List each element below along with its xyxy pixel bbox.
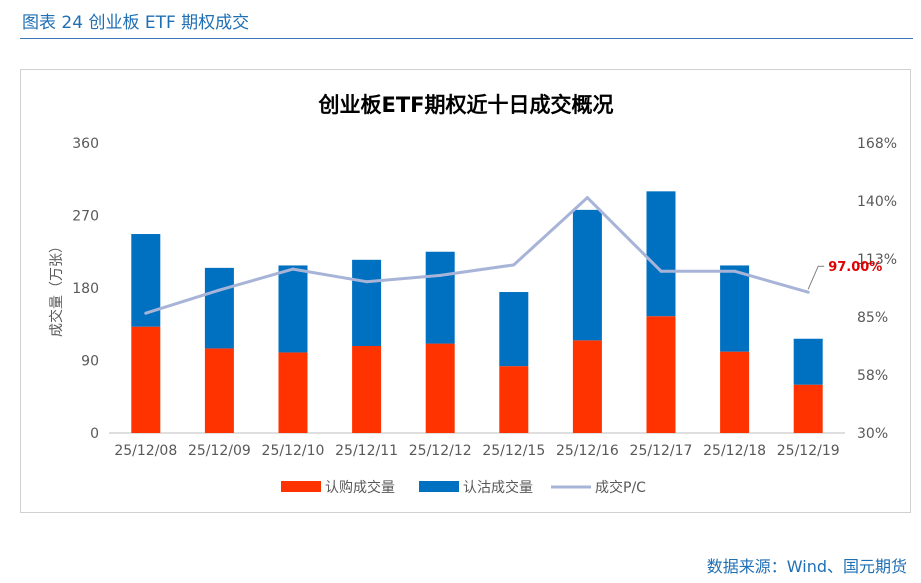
x-tick-label: 25/12/15 [482, 443, 545, 459]
pc-ratio-point [733, 269, 737, 273]
pc-ratio-point [438, 273, 442, 277]
call-volume-bar [352, 346, 382, 433]
pc-ratio-point [291, 267, 295, 271]
pc-last-value-label: 97.00% [828, 260, 882, 275]
call-volume-bar [646, 316, 676, 433]
legend-swatch-1 [281, 481, 321, 492]
x-tick-label: 25/12/08 [114, 443, 177, 459]
chart-legend: 认购成交量 认沽成交量 成交P/C [281, 479, 646, 496]
pc-ratio-point [217, 288, 221, 292]
y2-tick-label: 140% [857, 194, 897, 210]
legend-swatch-2 [419, 481, 459, 492]
figure-caption: 图表 24 创业板 ETF 期权成交 [22, 13, 250, 33]
legend-label: 认沽成交量 [463, 479, 533, 496]
chart-bars [131, 191, 823, 433]
pc-ratio-point [512, 263, 516, 267]
chart-title: 创业板ETF期权近十日成交概况 [317, 93, 613, 117]
pc-ratio-point [659, 269, 663, 273]
call-volume-bar [793, 384, 823, 433]
legend-label: 认购成交量 [325, 479, 395, 496]
y2-tick-label: 113% [857, 252, 897, 268]
x-tick-label: 25/12/16 [556, 443, 619, 459]
source-note: 数据来源：Wind、国元期货 [706, 557, 907, 576]
call-volume-bar [425, 343, 455, 433]
y-tick-label: 180 [72, 281, 99, 297]
annotation-leader [807, 265, 825, 290]
x-tick-label: 25/12/19 [777, 443, 840, 459]
call-volume-bar [278, 352, 308, 433]
put-volume-bar [425, 251, 455, 344]
call-volume-bar [572, 340, 602, 433]
y2-tick-label: 168% [857, 136, 897, 152]
call-volume-bar [499, 366, 529, 433]
pc-ratio-point [806, 290, 810, 294]
pc-ratio-point [144, 311, 148, 315]
x-tick-label: 25/12/18 [703, 443, 766, 459]
y-tick-label: 360 [72, 136, 99, 152]
y-axis-label: 成交量（万张） [48, 239, 65, 337]
y2-tick-label: 30% [857, 426, 888, 442]
chart-axes: 0 90 180 270 360 30% 58% 85% 113% 140% 168% 成交量（万张）… [48, 136, 897, 459]
call-volume-bar [204, 348, 234, 433]
put-volume-bar [278, 265, 308, 353]
put-volume-bar [352, 259, 382, 346]
put-volume-bar [572, 209, 602, 341]
y-tick-label: 270 [72, 209, 99, 225]
put-volume-bar [646, 191, 676, 317]
x-tick-label: 25/12/09 [188, 443, 251, 459]
call-volume-bar [720, 351, 750, 433]
y-tick-label: 90 [81, 354, 99, 370]
x-tick-label: 25/12/11 [335, 443, 398, 459]
put-volume-bar [793, 338, 823, 385]
put-volume-bar [204, 267, 234, 349]
y2-tick-label: 58% [857, 368, 888, 384]
put-volume-bar [720, 265, 750, 352]
legend-label: 成交P/C [595, 479, 646, 496]
y-tick-label: 0 [90, 426, 99, 442]
call-volume-bar [131, 326, 161, 433]
chart-canvas: 创业板ETF期权近十日成交概况 0 90 180 270 360 30% 58% 85% 113… [48, 93, 897, 496]
pc-ratio-point [365, 280, 369, 284]
chart-line: 97.00% [144, 196, 882, 315]
put-volume-bar [499, 292, 529, 367]
x-tick-label: 25/12/12 [409, 443, 472, 459]
y2-tick-label: 85% [857, 310, 888, 326]
pc-ratio-point [585, 196, 589, 200]
caption-divider [20, 38, 913, 39]
x-tick-label: 25/12/10 [262, 443, 325, 459]
chart-frame: 创业板ETF期权近十日成交概况 0 90 180 270 360 30% 58% 85% 113… [20, 69, 911, 513]
x-tick-label: 25/12/17 [630, 443, 693, 459]
pc-ratio-line [145, 196, 809, 315]
